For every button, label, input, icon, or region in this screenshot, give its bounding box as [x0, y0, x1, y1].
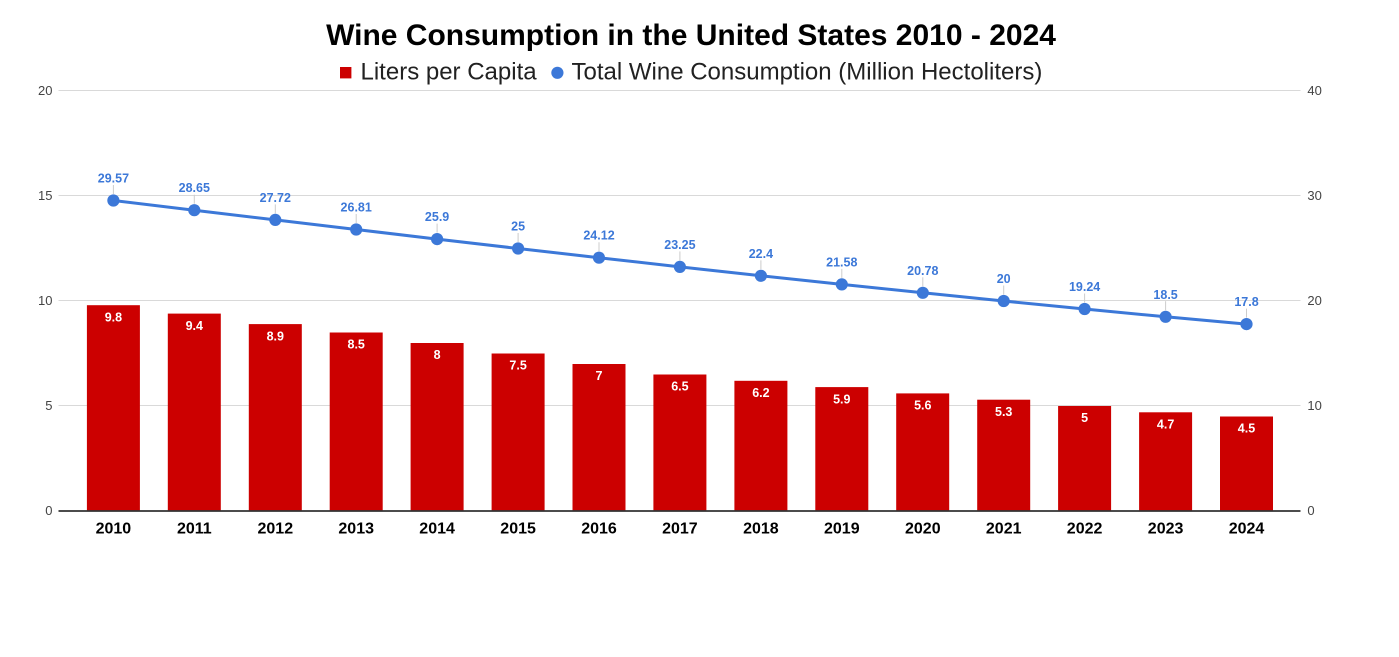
svg-text:30: 30 [1307, 188, 1321, 203]
svg-text:20: 20 [1307, 293, 1321, 308]
svg-text:6.5: 6.5 [671, 380, 688, 394]
svg-text:20: 20 [997, 272, 1011, 286]
svg-text:8: 8 [434, 348, 441, 362]
svg-text:5.3: 5.3 [995, 405, 1012, 419]
svg-text:Total Wine Consumption (Millio: Total Wine Consumption (Million Hectolit… [572, 58, 1043, 85]
svg-text:2018: 2018 [743, 521, 779, 538]
svg-text:25: 25 [511, 220, 525, 234]
svg-text:8.9: 8.9 [267, 329, 284, 343]
svg-text:2010: 2010 [96, 521, 132, 538]
svg-text:2015: 2015 [500, 521, 536, 538]
svg-text:19.24: 19.24 [1069, 280, 1100, 294]
svg-text:5: 5 [1081, 411, 1088, 425]
svg-text:28.65: 28.65 [179, 181, 210, 195]
svg-text:9.8: 9.8 [105, 310, 122, 324]
svg-text:5: 5 [45, 398, 52, 413]
svg-text:2011: 2011 [177, 521, 212, 538]
svg-text:20.78: 20.78 [907, 264, 938, 278]
svg-text:2017: 2017 [662, 521, 698, 538]
svg-text:23.25: 23.25 [664, 238, 695, 252]
svg-text:2014: 2014 [419, 521, 455, 538]
svg-text:20: 20 [38, 83, 52, 98]
svg-text:2023: 2023 [1148, 521, 1184, 538]
svg-text:26.81: 26.81 [341, 201, 372, 215]
svg-text:5.6: 5.6 [914, 399, 931, 413]
svg-text:29.57: 29.57 [98, 172, 129, 186]
svg-text:25.9: 25.9 [425, 210, 449, 224]
svg-text:9.4: 9.4 [186, 319, 203, 333]
svg-text:2020: 2020 [905, 521, 941, 538]
svg-text:4.5: 4.5 [1238, 422, 1255, 436]
svg-text:Wine Consumption in the United: Wine Consumption in the United States 20… [326, 19, 1056, 52]
svg-text:24.12: 24.12 [583, 229, 614, 243]
svg-text:10: 10 [1307, 398, 1321, 413]
svg-text:2013: 2013 [338, 521, 374, 538]
svg-text:15: 15 [38, 188, 52, 203]
svg-text:10: 10 [38, 293, 52, 308]
svg-text:2016: 2016 [581, 521, 617, 538]
svg-text:0: 0 [1307, 503, 1314, 518]
svg-text:2019: 2019 [824, 521, 860, 538]
svg-text:6.2: 6.2 [752, 386, 769, 400]
svg-text:5.9: 5.9 [833, 392, 850, 406]
svg-text:4.7: 4.7 [1157, 418, 1174, 432]
svg-text:Liters per Capita: Liters per Capita [361, 58, 538, 85]
svg-text:2012: 2012 [258, 521, 294, 538]
svg-text:2024: 2024 [1229, 521, 1265, 538]
svg-text:27.72: 27.72 [260, 191, 291, 205]
svg-text:40: 40 [1307, 83, 1321, 98]
svg-text:17.8: 17.8 [1234, 295, 1258, 309]
svg-text:18.5: 18.5 [1153, 288, 1177, 302]
svg-text:7: 7 [596, 369, 603, 383]
svg-text:2022: 2022 [1067, 521, 1103, 538]
svg-text:7.5: 7.5 [509, 359, 526, 373]
svg-text:8.5: 8.5 [348, 338, 365, 352]
svg-text:22.4: 22.4 [749, 247, 773, 261]
svg-text:2021: 2021 [986, 521, 1022, 538]
svg-text:0: 0 [45, 503, 52, 518]
svg-text:21.58: 21.58 [826, 255, 857, 269]
